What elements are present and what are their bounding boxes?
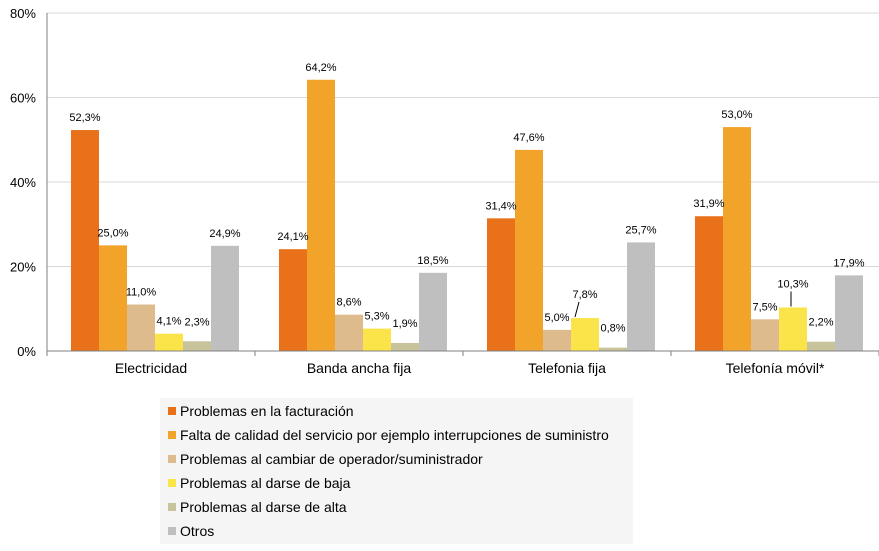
bar (335, 314, 363, 351)
bar (419, 272, 447, 351)
y-tick-label: 0% (17, 344, 36, 359)
data-label: 1,9% (392, 318, 417, 330)
data-label: 17,9% (833, 257, 864, 269)
legend-label: Falta de calidad del servicio por ejempl… (180, 427, 609, 443)
category-label: Telefonia fija (528, 360, 606, 376)
category-label: Electricidad (115, 360, 187, 376)
data-label: 25,7% (625, 224, 656, 236)
legend-swatch (168, 431, 176, 439)
bar (155, 333, 183, 351)
data-label: 10,3% (777, 278, 808, 290)
bar (723, 127, 751, 351)
bar (835, 275, 863, 351)
legend-swatch (168, 479, 176, 487)
bar (391, 342, 419, 351)
legend-label: Problemas al cambiar de operador/suminis… (180, 451, 483, 467)
data-label: 5,3% (364, 311, 389, 323)
data-label: 31,4% (485, 200, 516, 212)
bar (695, 216, 723, 351)
bar (627, 242, 655, 351)
legend-label: Problemas en la facturación (180, 403, 354, 419)
y-tick-label: 80% (10, 6, 36, 21)
legend: Problemas en la facturación Falta de cali… (160, 398, 633, 544)
bar (99, 245, 127, 351)
data-label: 47,6% (513, 132, 544, 144)
legend-swatch (168, 527, 176, 535)
data-label: 53,0% (721, 109, 752, 121)
legend-swatch (168, 455, 176, 463)
label-leader-line (574, 301, 580, 318)
data-label: 4,1% (156, 316, 181, 328)
data-label: 5,0% (544, 312, 569, 324)
bar (515, 149, 543, 351)
bar (71, 130, 99, 351)
data-label: 7,5% (752, 301, 777, 313)
bar (543, 329, 571, 351)
data-label: 24,9% (209, 228, 240, 240)
bar (307, 79, 335, 351)
data-label: 7,8% (572, 289, 597, 301)
data-label: 52,3% (69, 112, 100, 124)
data-label: 64,2% (305, 62, 336, 74)
data-label: 0,8% (600, 323, 625, 335)
legend-swatch (168, 407, 176, 415)
data-label: 2,2% (808, 317, 833, 329)
y-axis: 0% 20% 40% 60% 80% (10, 6, 36, 359)
bar (183, 341, 211, 351)
data-label: 31,9% (693, 198, 724, 210)
bar (571, 318, 599, 351)
data-label: 11,0% (126, 287, 157, 299)
data-label: 2,3% (184, 316, 209, 328)
legend-label: Otros (180, 523, 214, 539)
legend-label: Problemas al darse de alta (180, 499, 347, 515)
bar (779, 307, 807, 351)
bar (363, 328, 391, 351)
bar (487, 218, 515, 351)
bars (71, 79, 863, 351)
bar (599, 347, 627, 351)
category-label: Telefonía móvil* (726, 360, 825, 376)
legend-swatch (168, 503, 176, 511)
grid (47, 12, 879, 267)
data-label: 25,0% (97, 227, 128, 239)
y-tick-label: 20% (10, 260, 36, 275)
data-label: 8,6% (336, 297, 361, 309)
data-labels: 52,3% 24,1% 31,4% 31,9% 25,0% 64,2% 47,6% 53,0%… (69, 62, 864, 335)
bar (807, 341, 835, 351)
legend-label: Problemas al darse de baja (180, 475, 351, 491)
x-axis: Electricidad Banda ancha fija Telefonia fi… (46, 13, 879, 376)
data-label: 24,1% (277, 231, 308, 243)
category-label: Banda ancha fija (307, 360, 412, 376)
bar (751, 319, 779, 351)
y-tick-label: 40% (10, 175, 36, 190)
legend-box (160, 398, 633, 544)
bar (279, 249, 307, 351)
bar (211, 245, 239, 351)
y-tick-label: 60% (10, 91, 36, 106)
bar (127, 304, 155, 351)
data-label: 18,5% (417, 255, 448, 267)
